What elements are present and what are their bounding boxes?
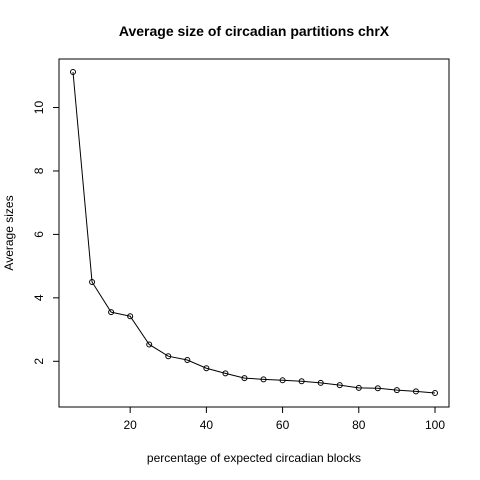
- data-point: [374, 385, 381, 392]
- data-point: [146, 341, 153, 348]
- x-tick-label: 80: [352, 418, 366, 432]
- data-point: [165, 353, 172, 360]
- data-point: [241, 375, 248, 382]
- x-tick-label: 60: [276, 418, 290, 432]
- data-point: [89, 278, 96, 285]
- chart-title: Average size of circadian partitions chr…: [119, 23, 390, 39]
- data-point: [260, 376, 267, 383]
- data-point: [184, 357, 191, 364]
- x-axis: 20 40 60 80 100: [123, 406, 445, 432]
- y-axis: 2 4 6 8 10: [32, 101, 60, 365]
- x-tick-label: 40: [200, 418, 214, 432]
- y-tick-label: 8: [32, 167, 46, 174]
- y-tick-label: 10: [32, 101, 46, 115]
- x-tick-label: 20: [123, 418, 137, 432]
- data-point: [222, 370, 229, 377]
- data-point: [412, 388, 419, 395]
- series-line: [72, 71, 436, 394]
- data-point: [298, 378, 305, 385]
- data-point: [393, 387, 400, 394]
- x-tick-label: 100: [425, 418, 445, 432]
- y-tick-label: 4: [32, 294, 46, 301]
- y-tick-label: 6: [32, 231, 46, 238]
- y-tick-label: 2: [32, 358, 46, 365]
- data-point: [279, 377, 286, 384]
- data-point: [432, 390, 438, 396]
- series-layer: [70, 69, 438, 396]
- data-point: [355, 384, 362, 391]
- data-point: [336, 382, 343, 389]
- x-axis-label: percentage of expected circadian blocks: [147, 451, 361, 465]
- data-point: [127, 313, 134, 320]
- y-axis-label: Average sizes: [2, 195, 16, 270]
- data-point: [70, 69, 76, 75]
- data-point: [108, 309, 115, 316]
- data-point: [203, 365, 210, 372]
- data-point: [317, 379, 324, 386]
